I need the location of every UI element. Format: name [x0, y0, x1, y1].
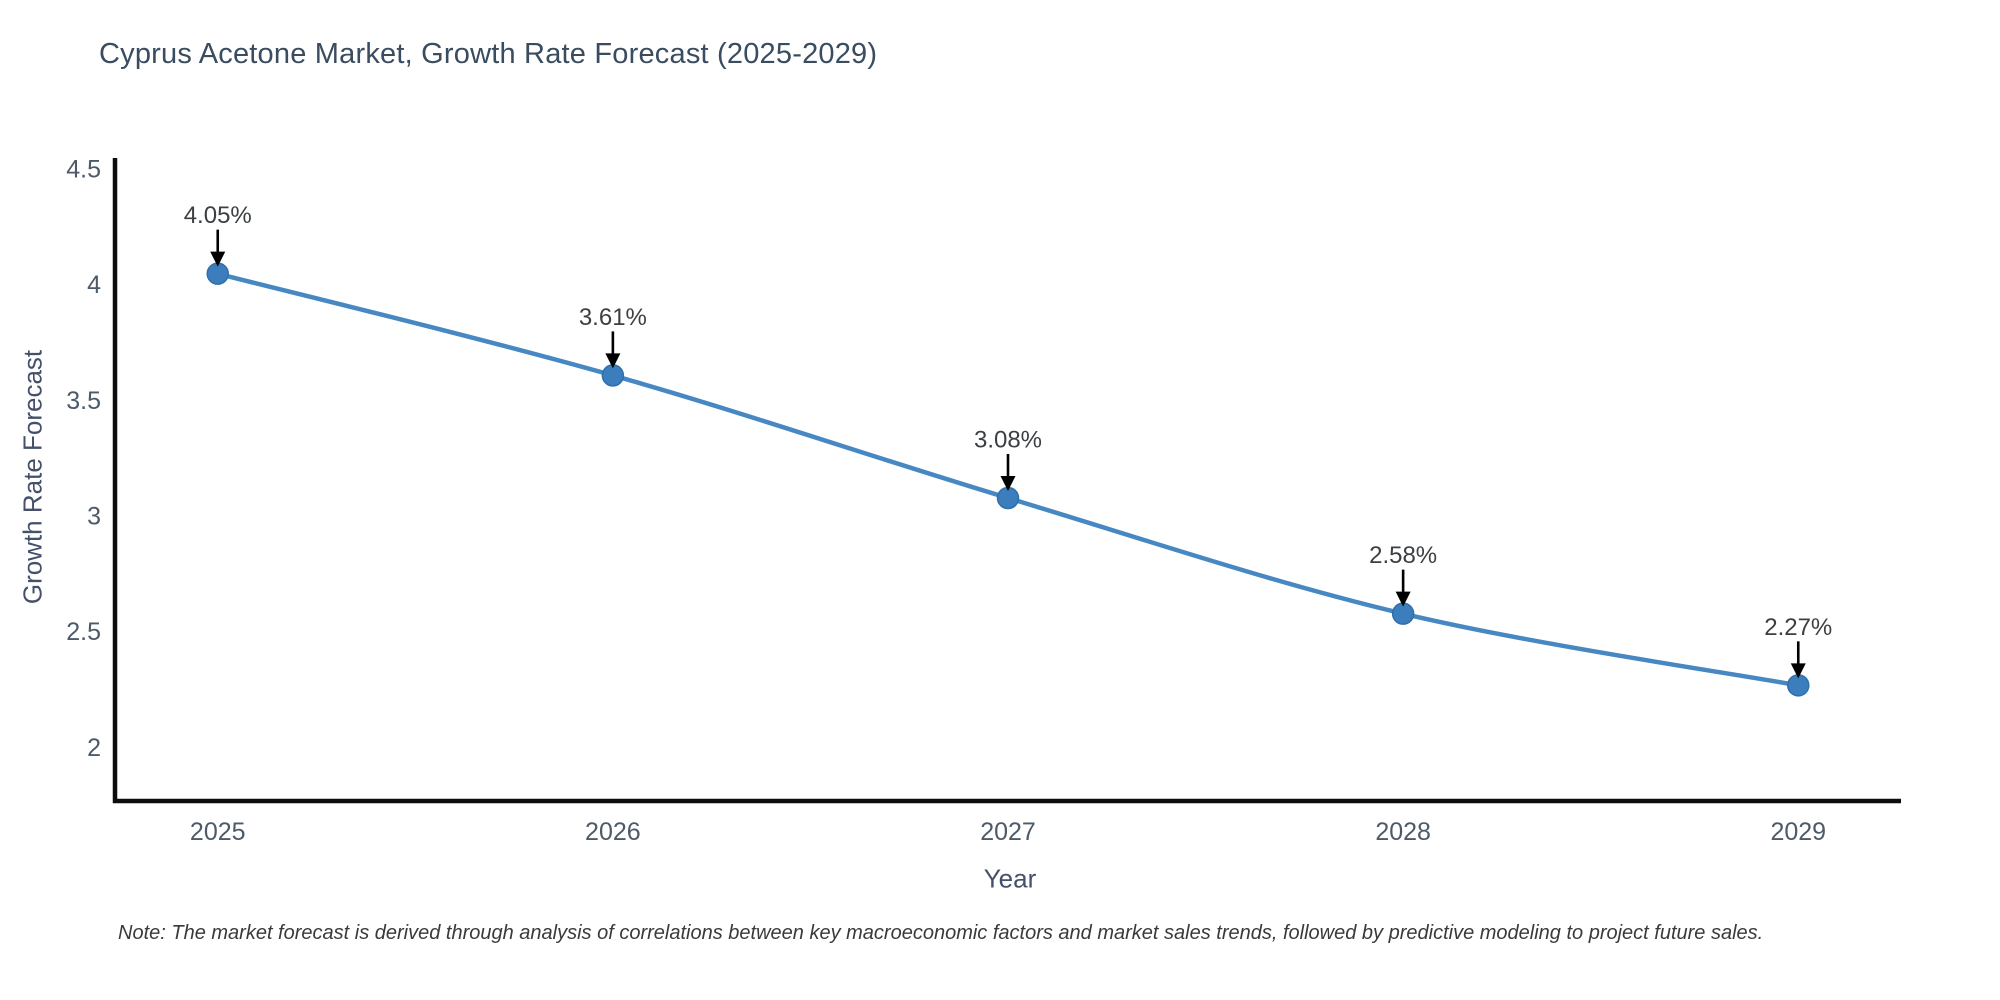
data-point-label: 2.27%: [1764, 614, 1832, 641]
y-tick-label: 3: [87, 503, 101, 531]
annotation-arrowhead-icon: [605, 353, 621, 369]
y-tick-label: 4: [87, 271, 101, 299]
data-point-label: 2.58%: [1369, 542, 1437, 569]
data-point-label: 4.05%: [184, 202, 252, 229]
y-tick-label: 3.5: [66, 387, 101, 415]
data-point-label: 3.61%: [579, 304, 647, 331]
y-tick-label: 2: [87, 734, 101, 762]
x-tick-label: 2025: [190, 818, 246, 846]
x-tick-label: 2028: [1375, 818, 1431, 846]
x-tick-label: 2026: [585, 818, 641, 846]
chart-title: Cyprus Acetone Market, Growth Rate Forec…: [99, 38, 878, 70]
y-axis-title: Growth Rate Forecast: [17, 349, 48, 605]
x-tick-label: 2027: [980, 818, 1036, 846]
data-point-label: 3.08%: [974, 427, 1042, 454]
annotation-arrowhead-icon: [1790, 663, 1806, 679]
footnote: Note: The market forecast is derived thr…: [118, 922, 1764, 944]
y-tick-label: 2.5: [66, 618, 101, 646]
x-tick-label: 2029: [1770, 818, 1826, 846]
x-axis-title: Year: [983, 863, 1037, 894]
y-tick-label: 4.5: [66, 156, 101, 184]
annotation-arrowhead-icon: [1000, 476, 1016, 492]
annotation-arrowhead-icon: [210, 251, 226, 267]
annotation-arrowhead-icon: [1395, 591, 1411, 607]
